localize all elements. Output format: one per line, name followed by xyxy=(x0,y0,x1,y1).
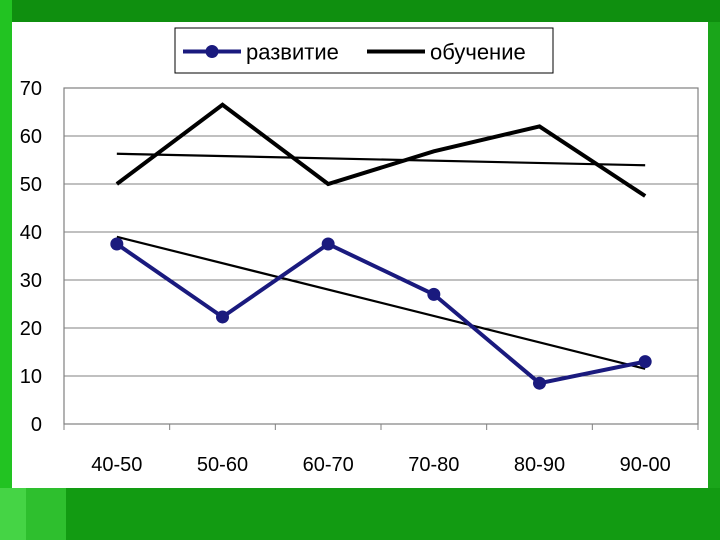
y-tick-label: 70 xyxy=(20,78,42,100)
legend-marker xyxy=(205,45,219,58)
series-line xyxy=(115,241,646,386)
y-tick-label: 60 xyxy=(20,126,42,148)
data-point xyxy=(638,355,652,369)
trendline xyxy=(116,152,646,167)
legend-label: развитие xyxy=(246,40,339,65)
data-point xyxy=(321,237,335,251)
y-tick-label: 0 xyxy=(31,414,42,436)
x-tick-label: 80-90 xyxy=(514,454,565,476)
data-point xyxy=(110,237,124,251)
y-tick-label: 30 xyxy=(20,270,42,292)
x-tick-label: 60-70 xyxy=(303,454,354,476)
data-point xyxy=(427,287,441,301)
background-stripe-bottom xyxy=(0,488,720,540)
background-stripe-bottom-accent xyxy=(26,488,66,540)
x-tick-label: 40-50 xyxy=(91,454,142,476)
plot-area xyxy=(63,87,699,425)
y-tick-label: 10 xyxy=(20,366,42,388)
background-stripe-top xyxy=(0,0,720,22)
legend-label: обучение xyxy=(430,40,526,65)
y-tick-label: 50 xyxy=(20,174,42,196)
y-tick-label: 40 xyxy=(20,222,42,244)
x-tick-label: 90-00 xyxy=(620,454,671,476)
y-tick-label: 20 xyxy=(20,318,42,340)
data-point xyxy=(533,376,546,390)
background-stripe-left xyxy=(0,0,12,540)
chart-panel xyxy=(12,22,708,488)
trendline xyxy=(116,235,646,370)
series-line xyxy=(115,102,647,198)
data-point xyxy=(216,310,229,324)
x-tick-label: 50-60 xyxy=(197,454,248,476)
x-tick-label: 70-80 xyxy=(408,454,459,476)
background-stripe-bottom-light xyxy=(0,488,26,540)
